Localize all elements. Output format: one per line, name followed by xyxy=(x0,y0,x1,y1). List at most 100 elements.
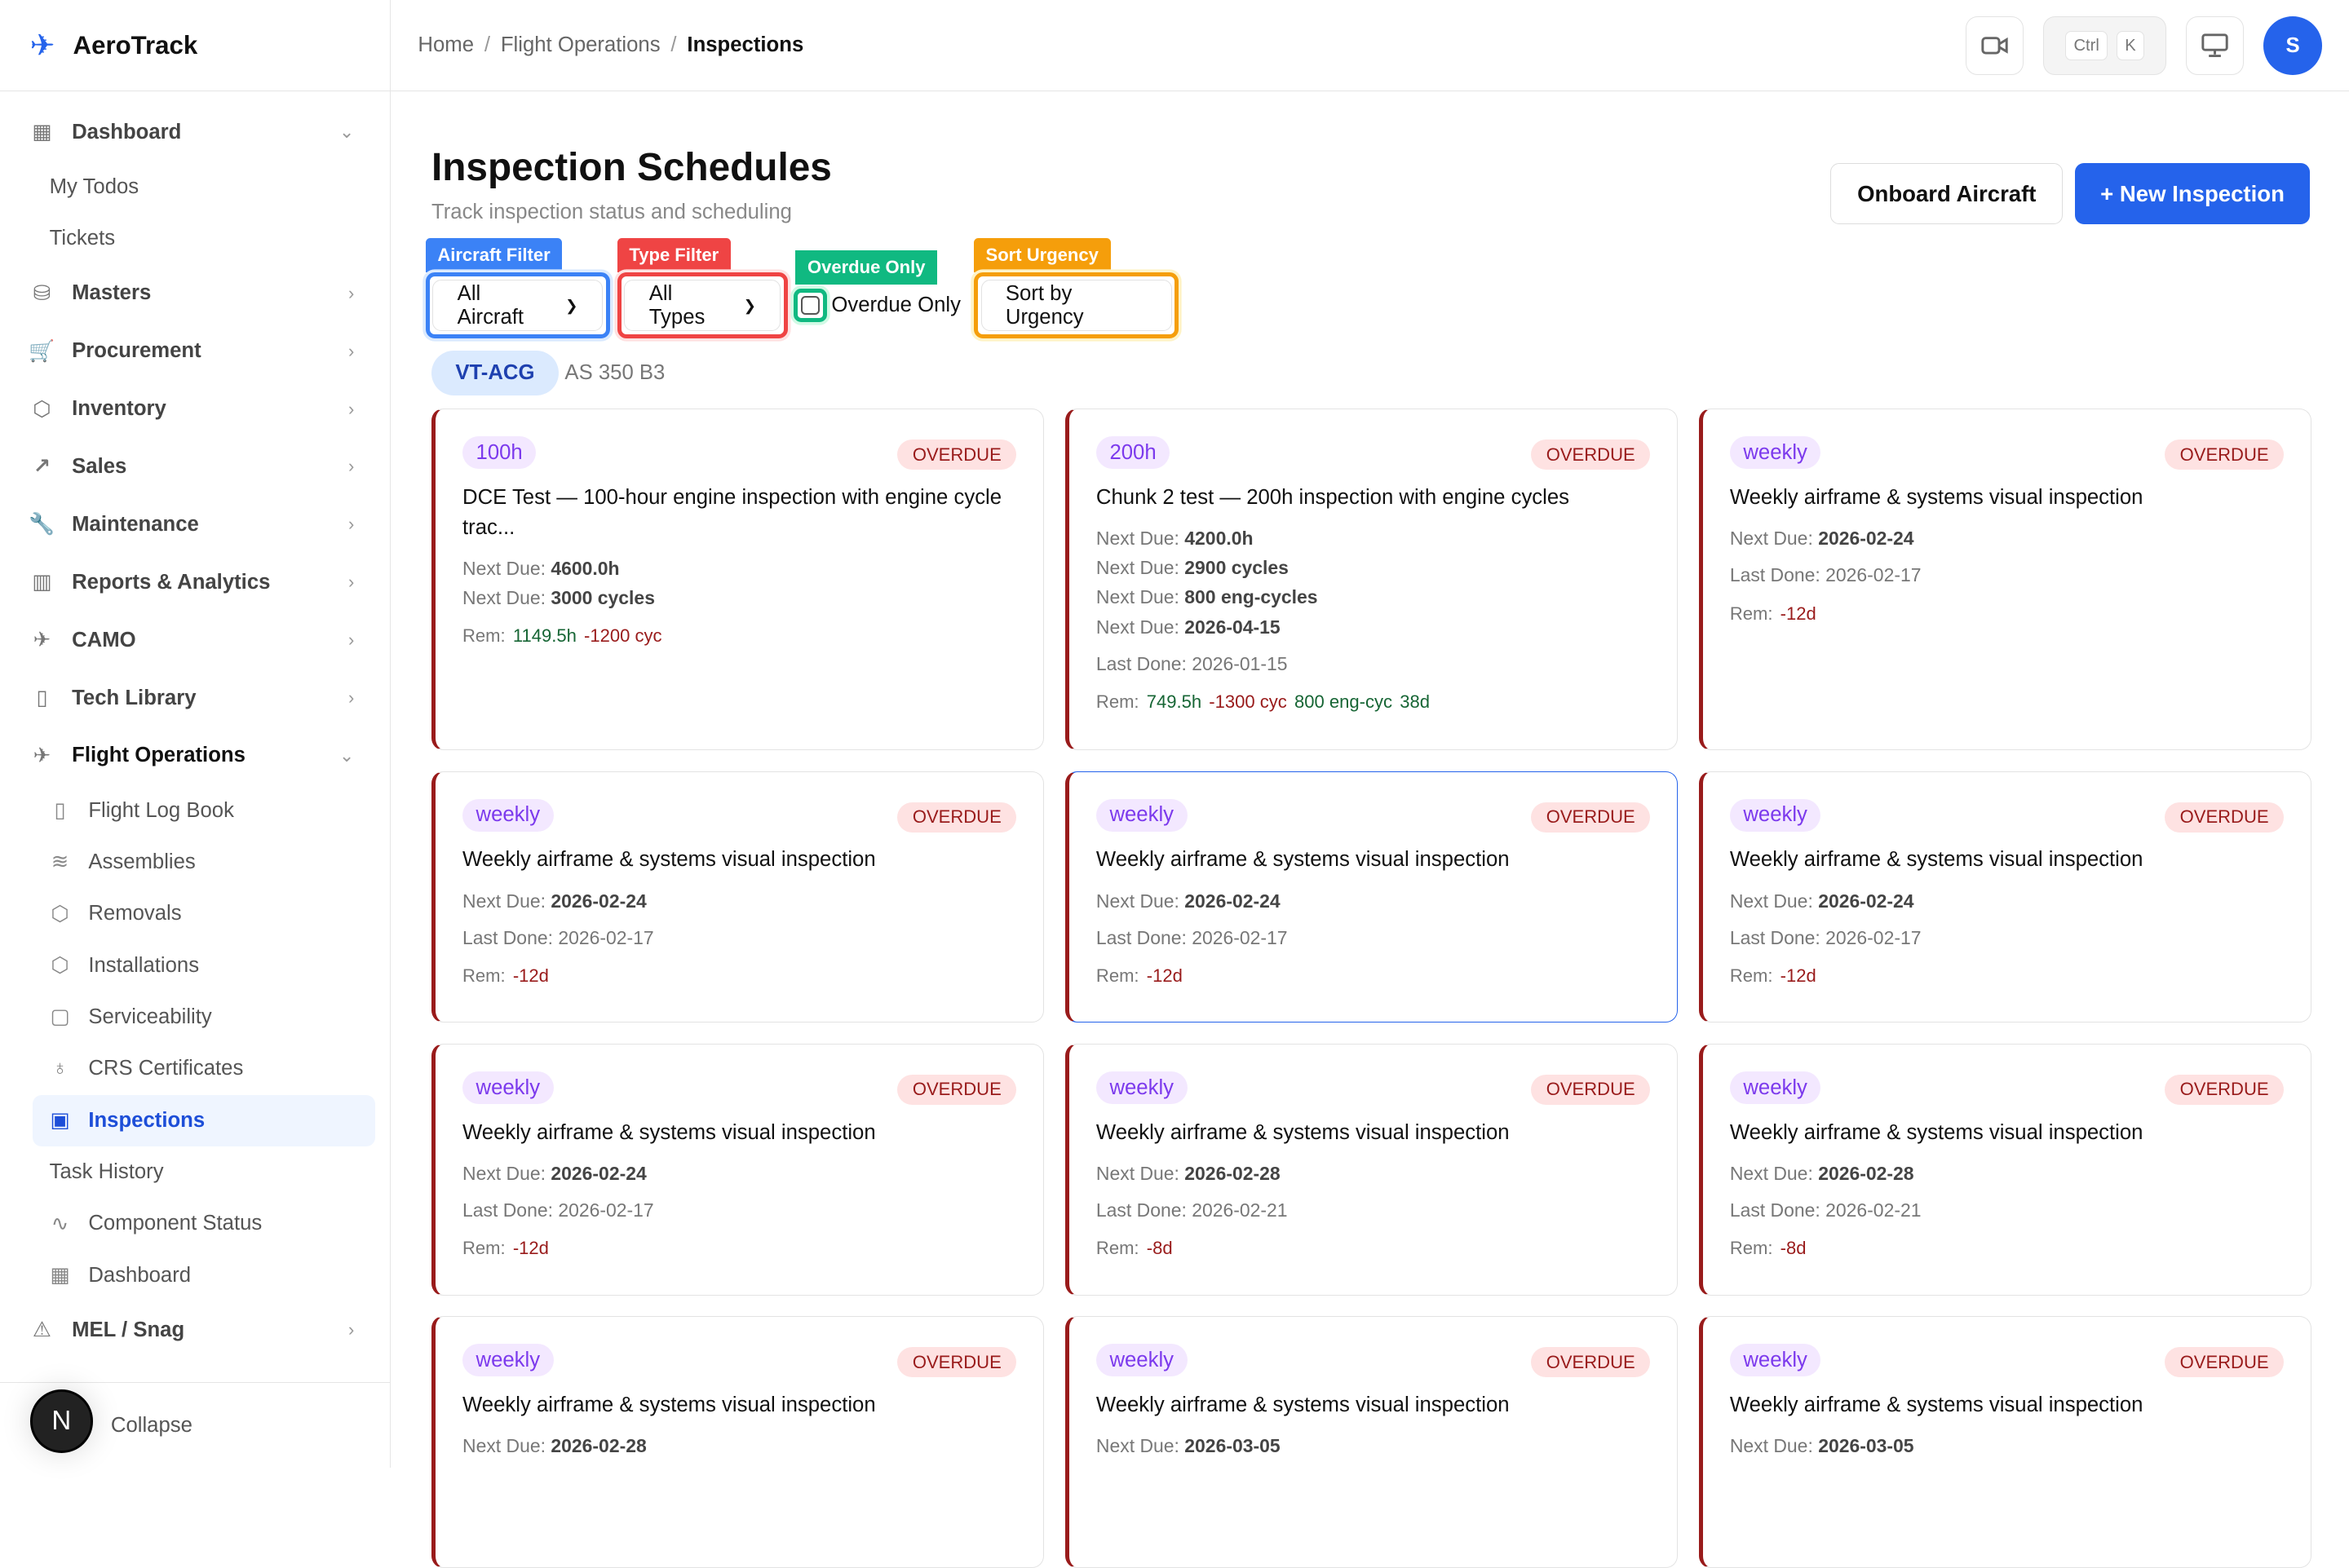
aircraft-filter-select[interactable]: All Aircraft ❯ xyxy=(425,272,610,339)
inspection-card[interactable]: weekly OVERDUE Weekly airframe & systems v… xyxy=(1064,771,1679,1023)
rem-label: Rem: xyxy=(1095,965,1139,987)
sidebar-item-label: Tickets xyxy=(49,227,116,250)
inspection-card[interactable]: weekly OVERDUE Weekly airframe & systems v… xyxy=(1698,1316,2311,1568)
next-due-value: 2026-02-24 xyxy=(1818,890,1914,912)
sidebar-item-my-todos[interactable]: My Todos xyxy=(0,161,390,213)
sidebar-item-camo[interactable]: ✈ CAMO › xyxy=(0,612,390,669)
rem-label: Rem: xyxy=(462,1238,506,1259)
type-filter-value: All Types xyxy=(648,281,706,329)
inspection-card[interactable]: weekly OVERDUE Weekly airframe & systems v… xyxy=(1698,771,2311,1023)
remaining-value: 38d xyxy=(1400,691,1430,713)
video-button[interactable] xyxy=(1965,16,2024,75)
sidebar-item-label: Dashboard xyxy=(88,1263,192,1287)
last-done-value: 2026-02-17 xyxy=(1825,926,1922,948)
grid-icon: ▦ xyxy=(50,1264,70,1288)
sidebar-item-inventory[interactable]: ⬡ Inventory › xyxy=(0,380,390,438)
sidebar-item-tickets[interactable]: Tickets xyxy=(0,213,390,264)
sidebar-item-masters[interactable]: ⛁ Masters › xyxy=(0,264,390,322)
sidebar-item-flight-log-book[interactable]: ▯ Flight Log Book xyxy=(33,784,375,836)
next-due-label: Next Due: xyxy=(462,1162,546,1184)
sidebar-item-label: Inventory xyxy=(72,397,166,421)
sort-urgency-button[interactable]: Sort by Urgency xyxy=(973,272,1179,339)
type-filter-select[interactable]: All Types ❯ xyxy=(617,272,789,339)
sidebar-item-removals[interactable]: ⬡ Removals xyxy=(33,888,375,939)
page-title: Inspection Schedules xyxy=(431,146,832,190)
inspection-card[interactable]: weekly OVERDUE Weekly airframe & systems v… xyxy=(431,1044,1045,1296)
inspection-card-grid: 100h OVERDUE DCE Test — 100-hour engine in… xyxy=(431,409,2311,1568)
breadcrumb-home[interactable]: Home xyxy=(418,33,474,57)
status-badge: OVERDUE xyxy=(2165,1074,2284,1105)
award-icon: ♁ xyxy=(51,1057,69,1080)
kbd-k: K xyxy=(2117,31,2144,61)
sidebar-item-serviceability[interactable]: ▢ Serviceability xyxy=(33,992,375,1043)
next-due-label: Next Due: xyxy=(1095,528,1179,550)
inspection-card[interactable]: weekly OVERDUE Weekly airframe & systems v… xyxy=(1064,1044,1679,1296)
last-done: Last Done: 2026-01-15 xyxy=(1096,653,1650,675)
next-due-label: Next Due: xyxy=(1095,1435,1179,1457)
inspection-card[interactable]: weekly OVERDUE Weekly airframe & systems v… xyxy=(1698,1044,2311,1296)
sidebar-item-reports-analytics[interactable]: ▥ Reports & Analytics › xyxy=(0,554,390,612)
aircraft-filter-value: All Aircraft xyxy=(457,281,524,329)
command-palette-button[interactable]: Ctrl K xyxy=(2043,16,2166,75)
next-due: Next Due: 800 eng-cycles xyxy=(1096,586,1650,608)
sidebar-item-component-status[interactable]: ∿ Component Status xyxy=(33,1198,375,1249)
next-due: Next Due: 2026-02-24 xyxy=(462,890,1016,912)
takeoff-icon: ✈ xyxy=(33,744,51,767)
brand[interactable]: ✈ AeroTrack xyxy=(0,0,391,92)
user-avatar[interactable]: S xyxy=(2263,16,2322,75)
inspection-type-badge: weekly xyxy=(462,798,554,832)
inspection-type-badge: 200h xyxy=(1095,436,1170,470)
sidebar-item-mel-snag[interactable]: ⚠ MEL / Snag › xyxy=(0,1301,390,1359)
display-button[interactable] xyxy=(2185,16,2245,75)
sidebar-item-crs-certificates[interactable]: ♁ CRS Certificates xyxy=(33,1043,375,1094)
last-done-value: 2026-02-17 xyxy=(1192,926,1288,948)
inspection-card[interactable]: 200h OVERDUE Chunk 2 test — 200h inspectio… xyxy=(1064,409,1679,751)
sidebar-item-dashboard[interactable]: ▦ Dashboard xyxy=(33,1250,375,1301)
remaining-value: -12d xyxy=(1146,965,1183,987)
onboard-aircraft-button[interactable]: Onboard Aircraft xyxy=(1830,163,2064,225)
inspection-card[interactable]: weekly OVERDUE Weekly airframe & systems v… xyxy=(431,771,1045,1023)
last-done: Last Done: 2026-02-17 xyxy=(462,927,1016,949)
last-done-label: Last Done: xyxy=(1095,926,1187,948)
sidebar-item-label: Removals xyxy=(88,902,182,925)
sidebar-item-task-history[interactable]: Task History xyxy=(0,1146,390,1198)
last-done-label: Last Done: xyxy=(1729,926,1820,948)
sidebar-item-dashboard[interactable]: ▦ Dashboard ⌄ xyxy=(0,104,390,161)
next-due-label: Next Due: xyxy=(1729,890,1813,912)
chevron-right-icon: › xyxy=(347,282,355,303)
sidebar-item-sales[interactable]: ↗ Sales › xyxy=(0,438,390,496)
next-due: Next Due: 4200.0h xyxy=(1096,528,1650,550)
book-icon: ▯ xyxy=(36,687,48,709)
new-inspection-button[interactable]: + New Inspection xyxy=(2074,163,2311,225)
remaining: Rem: -12d xyxy=(1730,965,2284,987)
sidebar-item-maintenance[interactable]: 🔧 Maintenance › xyxy=(0,496,390,554)
overdue-only-checkbox[interactable] xyxy=(794,289,827,322)
rem-label: Rem: xyxy=(1095,1238,1139,1259)
collapse-button[interactable]: Collapse xyxy=(0,1382,392,1468)
sidebar-item-inspections[interactable]: ▣ Inspections xyxy=(33,1094,376,1146)
sidebar-item-flight-operations[interactable]: ✈ Flight Operations ⌄ xyxy=(0,727,390,784)
sidebar-item-label: Component Status xyxy=(88,1212,263,1235)
sidebar-item-label: Procurement xyxy=(72,339,201,363)
last-done: Last Done: 2026-02-21 xyxy=(1730,1199,2284,1221)
last-done-label: Last Done: xyxy=(462,926,553,948)
sidebar-item-procurement[interactable]: 🛒 Procurement › xyxy=(0,322,390,380)
chevron-down-icon: ❯ xyxy=(743,296,757,314)
aircraft-model: AS 350 B3 xyxy=(564,360,666,384)
dev-tools-badge[interactable]: N xyxy=(29,1389,93,1453)
sidebar-item-tech-library[interactable]: ▯ Tech Library › xyxy=(0,669,390,727)
next-due: Next Due: 2026-02-28 xyxy=(1096,1163,1650,1185)
sidebar-item-installations[interactable]: ⬡ Installations xyxy=(33,939,375,991)
inspection-card[interactable]: 100h OVERDUE DCE Test — 100-hour engine in… xyxy=(431,409,1045,751)
aircraft-chip[interactable]: VT-ACG xyxy=(431,350,559,395)
inspection-card[interactable]: weekly OVERDUE Weekly airframe & systems v… xyxy=(1698,409,2311,751)
status-badge: OVERDUE xyxy=(897,439,1017,470)
sidebar: ✈ AeroTrack ▦ Dashboard ⌄ My Todos Tickets ⛁ M… xyxy=(0,0,392,1468)
inspection-card[interactable]: weekly OVERDUE Weekly airframe & systems v… xyxy=(431,1316,1045,1568)
sort-urgency-tag: Sort Urgency xyxy=(973,238,1111,273)
breadcrumb-flight-ops[interactable]: Flight Operations xyxy=(500,33,661,57)
sidebar-item-assemblies[interactable]: ≋ Assemblies xyxy=(33,837,375,888)
overdue-only-label[interactable]: Overdue Only xyxy=(831,293,961,316)
collapse-label: Collapse xyxy=(110,1413,192,1437)
inspection-card[interactable]: weekly OVERDUE Weekly airframe & systems v… xyxy=(1064,1316,1679,1568)
